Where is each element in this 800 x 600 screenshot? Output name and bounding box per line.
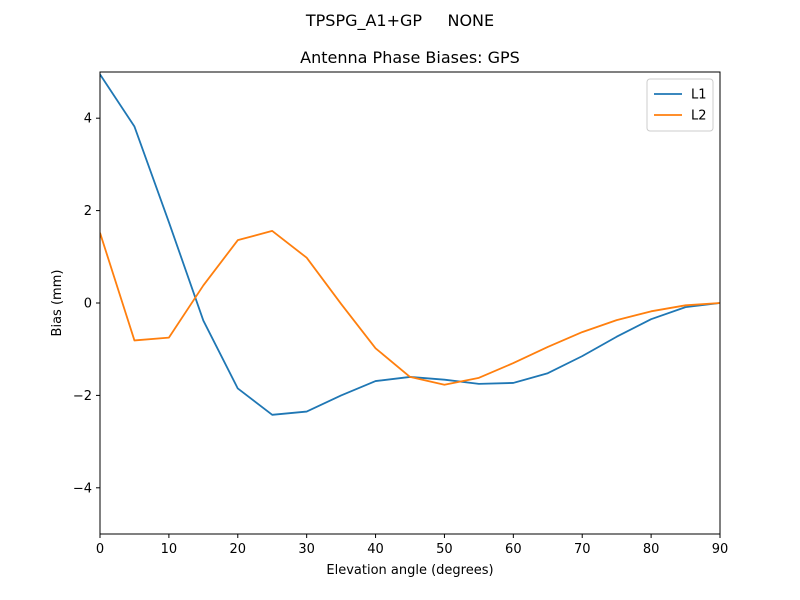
y-axis-label: Bias (mm) [50,270,65,337]
x-axis: 0 10 20 30 40 50 60 70 80 90 [96,534,728,557]
chart-title: Antenna Phase Biases: GPS [300,48,520,67]
x-tick-label: 30 [298,542,315,557]
x-axis-label: Elevation angle (degrees) [326,563,493,578]
legend-label-l1: L1 [691,88,707,103]
series-line-l1 [100,73,720,416]
x-tick-label: 50 [436,542,453,557]
y-tick-label: 2 [84,204,92,219]
legend-label-l2: L2 [691,109,707,124]
x-tick-label: 80 [643,542,660,557]
x-tick-label: 70 [574,542,591,557]
plot-frame [99,71,721,535]
series-layer [100,73,720,416]
x-tick-label: 60 [505,542,522,557]
x-tick-label: 0 [96,542,104,557]
y-axis: −4 −2 0 2 4 [73,112,100,496]
x-tick-label: 40 [367,542,384,557]
y-tick-label: −4 [73,481,92,496]
x-tick-label: 10 [161,542,178,557]
y-tick-label: 4 [84,112,92,127]
series-line-l2 [100,230,720,386]
x-tick-label: 90 [712,542,729,557]
chart-suptitle: TPSPG_A1+GP NONE [305,11,494,31]
y-tick-label: −2 [73,389,92,404]
legend-box [646,78,714,132]
x-tick-label: 20 [230,542,247,557]
y-tick-label: 0 [84,297,92,312]
